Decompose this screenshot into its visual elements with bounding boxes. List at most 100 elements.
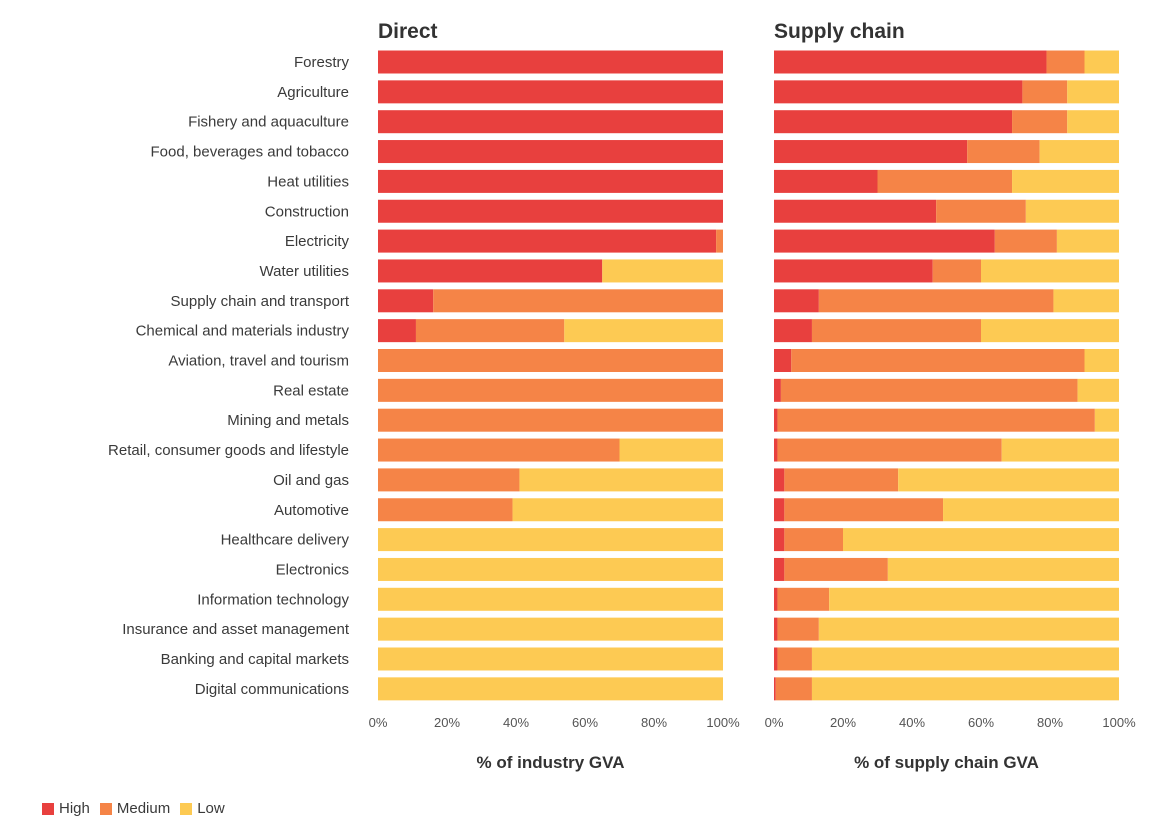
category-label-forestry: Forestry (294, 54, 350, 71)
bar-supply-chain-forestry-medium (1046, 50, 1085, 74)
bar-supply-chain-electricity-high (774, 229, 995, 253)
bar-supply-chain-supply-chain-and-transport-medium (818, 289, 1054, 313)
bar-supply-chain-retail-consumer-goods-and-lifestyle-low (1001, 438, 1119, 462)
tick-label-supply-chain-2: 40% (899, 715, 925, 730)
category-label-mining-and-metals: Mining and metals (227, 412, 349, 429)
bar-supply-chain-retail-consumer-goods-and-lifestyle-medium (777, 438, 1002, 462)
bar-supply-chain-water-utilities-high (774, 259, 933, 283)
bar-supply-chain-water-utilities-medium (932, 259, 981, 283)
tick-label-direct-2: 40% (503, 715, 529, 730)
bar-supply-chain-oil-and-gas-low (898, 468, 1119, 492)
category-label-banking-and-capital-markets: Banking and capital markets (161, 651, 349, 668)
category-label-agriculture: Agriculture (277, 84, 349, 101)
legend-item-high: High (42, 800, 90, 817)
bar-supply-chain-forestry-high (774, 50, 1047, 74)
bar-supply-chain-aviation-travel-and-tourism-medium (791, 349, 1085, 372)
tick-label-direct-3: 60% (572, 715, 598, 730)
category-label-supply-chain-and-transport: Supply chain and transport (171, 293, 350, 310)
tick-label-direct-1: 20% (434, 715, 460, 730)
category-label-chemical-and-materials-industry: Chemical and materials industry (136, 323, 350, 340)
bar-supply-chain-fishery-and-aquaculture-low (1067, 110, 1119, 134)
bar-direct-water-utilities-high (378, 259, 603, 283)
bar-direct-oil-and-gas-medium (378, 468, 520, 492)
category-label-electricity: Electricity (285, 233, 350, 250)
bar-supply-chain-information-technology-medium (777, 587, 830, 611)
bar-supply-chain-banking-and-capital-markets-medium (777, 647, 812, 671)
bar-direct-electricity-high (378, 229, 717, 253)
legend-label-medium: Medium (116, 800, 171, 817)
legend-item-low: Low (180, 800, 225, 817)
bar-direct-supply-chain-and-transport-high (378, 289, 434, 313)
category-label-digital-communications: Digital communications (195, 681, 349, 698)
category-label-construction: Construction (265, 203, 349, 220)
category-label-aviation-travel-and-tourism: Aviation, travel and tourism (168, 353, 349, 370)
bar-supply-chain-fishery-and-aquaculture-medium (1012, 110, 1068, 134)
bar-supply-chain-agriculture-medium (1022, 80, 1068, 104)
bar-supply-chain-healthcare-delivery-medium (784, 528, 843, 552)
bar-supply-chain-retail-consumer-goods-and-lifestyle-high (774, 438, 778, 462)
bar-supply-chain-automotive-medium (784, 498, 944, 522)
bar-supply-chain-forestry-low (1084, 50, 1119, 74)
bar-direct-automotive-low (512, 498, 723, 522)
bar-supply-chain-healthcare-delivery-high (774, 528, 785, 552)
bar-direct-real-estate-medium (378, 378, 723, 402)
bar-supply-chain-construction-high (774, 199, 937, 223)
tick-label-supply-chain-5: 100% (1102, 715, 1136, 730)
bar-direct-aviation-travel-and-tourism-medium (378, 349, 723, 372)
bar-direct-retail-consumer-goods-and-lifestyle-medium (378, 438, 620, 462)
bar-direct-heat-utilities-high (378, 169, 723, 193)
bar-supply-chain-digital-communications-medium (775, 677, 812, 701)
bar-supply-chain-insurance-and-asset-management-high (774, 617, 778, 641)
axis-label-supply-chain: % of supply chain GVA (854, 753, 1039, 772)
category-label-real-estate: Real estate (273, 382, 349, 399)
legend-label-high: High (59, 800, 90, 817)
tick-label-direct-0: 0% (369, 715, 388, 730)
bar-supply-chain-agriculture-high (774, 80, 1023, 104)
bar-direct-chemical-and-materials-industry-low (564, 319, 723, 343)
bar-direct-agriculture-high (378, 80, 723, 104)
category-label-healthcare-delivery: Healthcare delivery (221, 532, 350, 549)
tick-label-direct-4: 80% (641, 715, 667, 730)
bar-supply-chain-food-beverages-and-tobacco-low (1039, 140, 1119, 164)
bar-supply-chain-supply-chain-and-transport-low (1053, 289, 1119, 313)
bar-supply-chain-agriculture-low (1067, 80, 1119, 104)
bar-supply-chain-insurance-and-asset-management-low (818, 617, 1119, 641)
bar-supply-chain-chemical-and-materials-industry-low (981, 319, 1119, 343)
bar-direct-digital-communications-low (378, 677, 723, 701)
bar-direct-forestry-high (378, 50, 723, 74)
bar-supply-chain-chemical-and-materials-industry-medium (811, 319, 981, 343)
bar-supply-chain-banking-and-capital-markets-low (811, 647, 1119, 671)
bar-supply-chain-oil-and-gas-medium (784, 468, 899, 492)
bar-supply-chain-information-technology-low (829, 587, 1119, 611)
bar-supply-chain-food-beverages-and-tobacco-medium (967, 140, 1040, 164)
category-label-information-technology: Information technology (197, 591, 349, 608)
category-label-retail-consumer-goods-and-lifestyle: Retail, consumer goods and lifestyle (108, 442, 349, 459)
bar-supply-chain-healthcare-delivery-low (843, 528, 1119, 552)
bar-supply-chain-chemical-and-materials-industry-high (774, 319, 812, 343)
bar-direct-chemical-and-materials-industry-high (378, 319, 416, 343)
bar-supply-chain-electronics-low (887, 557, 1119, 581)
legend-swatch-low (180, 802, 193, 815)
bar-direct-food-beverages-and-tobacco-high (378, 140, 723, 164)
category-label-heat-utilities: Heat utilities (267, 173, 349, 190)
bar-direct-supply-chain-and-transport-medium (433, 289, 723, 313)
legend-item-medium: Medium (99, 800, 171, 817)
bar-supply-chain-mining-and-metals-low (1094, 408, 1119, 432)
bar-supply-chain-heat-utilities-high (774, 169, 878, 193)
axis-label-direct: % of industry GVA (477, 753, 625, 772)
bar-supply-chain-oil-and-gas-high (774, 468, 785, 492)
bar-supply-chain-electricity-low (1056, 229, 1119, 253)
bar-supply-chain-water-utilities-low (981, 259, 1119, 283)
bar-direct-information-technology-low (378, 587, 723, 611)
bar-direct-healthcare-delivery-low (378, 528, 723, 552)
bar-supply-chain-heat-utilities-medium (877, 169, 1013, 193)
bar-direct-chemical-and-materials-industry-medium (415, 319, 565, 343)
bar-direct-construction-high (378, 199, 723, 223)
bar-supply-chain-construction-medium (936, 199, 1026, 223)
category-label-oil-and-gas: Oil and gas (273, 472, 349, 489)
bar-supply-chain-construction-low (1025, 199, 1119, 223)
bar-supply-chain-electricity-medium (994, 229, 1057, 253)
bar-supply-chain-food-beverages-and-tobacco-high (774, 140, 968, 164)
bar-supply-chain-supply-chain-and-transport-high (774, 289, 819, 313)
stacked-bar-chart: Forestry Agriculture Fishery and aquacultu… (108, 20, 1136, 772)
